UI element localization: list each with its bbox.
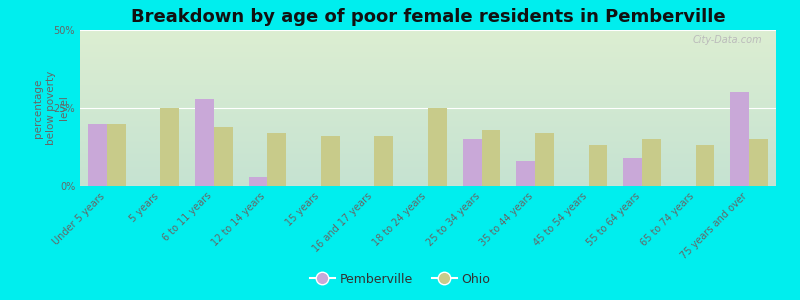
Bar <box>750 139 768 186</box>
Bar <box>88 124 106 186</box>
Bar <box>535 133 554 186</box>
Title: Breakdown by age of poor female residents in Pemberville: Breakdown by age of poor female resident… <box>130 8 726 26</box>
Bar <box>160 108 179 186</box>
Bar <box>321 136 340 186</box>
Bar <box>589 146 607 186</box>
Legend: Pemberville, Ohio: Pemberville, Ohio <box>305 268 495 291</box>
Y-axis label: percentage
below poverty
level: percentage below poverty level <box>33 71 69 145</box>
Bar <box>428 108 446 186</box>
Bar <box>267 133 286 186</box>
Bar <box>195 99 214 186</box>
Bar <box>374 136 394 186</box>
Bar <box>730 92 750 186</box>
Bar <box>249 177 267 186</box>
Bar <box>642 139 661 186</box>
Bar <box>696 146 714 186</box>
Bar <box>482 130 500 186</box>
Bar <box>214 127 233 186</box>
Bar <box>623 158 642 186</box>
Bar <box>462 139 482 186</box>
Bar <box>106 124 126 186</box>
Bar <box>516 161 535 186</box>
Text: City-Data.com: City-Data.com <box>693 35 762 45</box>
